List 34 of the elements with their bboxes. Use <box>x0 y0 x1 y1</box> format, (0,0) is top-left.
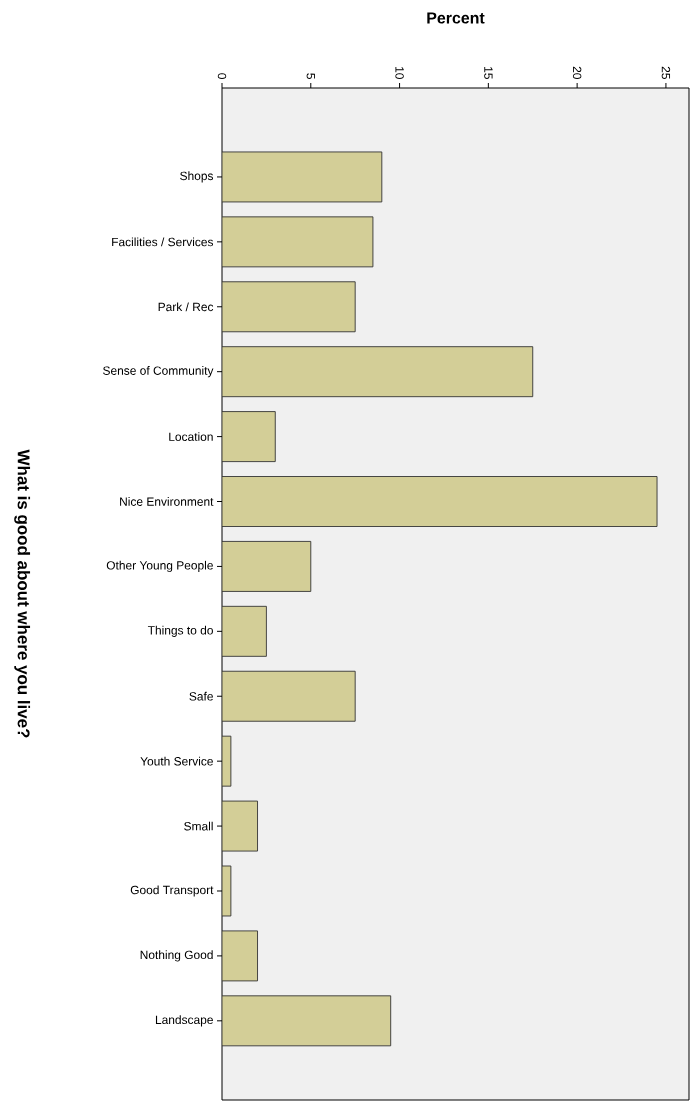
x-axis-title: Percent <box>427 12 485 24</box>
bar <box>222 411 276 463</box>
y-tick-label: Park / Rec <box>158 302 214 312</box>
bar <box>222 216 374 268</box>
y-tick-label: Landscape <box>155 1015 213 1027</box>
x-tick-label: 10 <box>395 67 404 80</box>
bar <box>222 605 267 657</box>
y-tick-label: Location <box>169 432 213 441</box>
bar <box>222 476 658 527</box>
y-tick-label: Nothing Good <box>140 950 213 962</box>
y-tick-label: Other Young People <box>106 560 213 572</box>
bar <box>222 670 356 722</box>
bar <box>222 800 258 852</box>
y-tick-label: Good Transport <box>130 885 214 897</box>
y-tick-label: Facilities / Services <box>112 237 214 247</box>
bar <box>222 346 534 398</box>
x-tick-label: 15 <box>484 67 493 79</box>
y-tick-label: Shops <box>180 171 214 183</box>
y-tick-label: Small <box>184 821 213 831</box>
y-axis-title: What is good about where you live? <box>14 449 31 738</box>
x-tick-label: 20 <box>572 66 582 80</box>
y-tick-label: Youth Service <box>140 756 213 766</box>
bar <box>222 281 356 333</box>
y-tick-label: Safe <box>189 691 213 701</box>
x-tick-label: 0 <box>217 73 227 80</box>
y-tick-label: Sense of Community <box>103 366 214 378</box>
bar <box>222 995 392 1047</box>
x-tick-label: 5 <box>306 73 315 79</box>
bar <box>222 540 312 592</box>
bar <box>222 930 258 982</box>
y-tick-label: Nice Environment <box>120 497 214 506</box>
bar <box>222 151 383 203</box>
x-tick-label: 25 <box>661 66 671 79</box>
y-tick-label: Things to do <box>147 625 213 637</box>
